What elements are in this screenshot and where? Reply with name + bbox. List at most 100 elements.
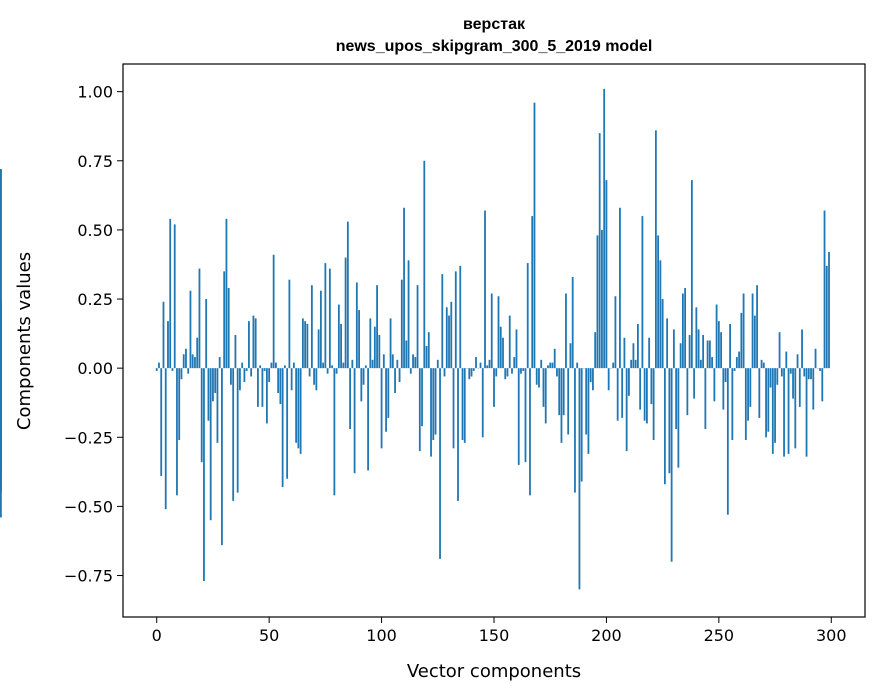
y-tick-label: 0.75 [77, 152, 113, 171]
bar-255 [729, 323, 731, 369]
bar-169 [535, 368, 538, 385]
bar-163 [522, 368, 525, 371]
bar-137 [463, 368, 466, 443]
y-tick-label: 0.50 [77, 221, 113, 240]
bar-112 [407, 260, 410, 369]
bar-86 [349, 368, 351, 429]
bar-213 [634, 359, 637, 369]
bar-268 [758, 368, 761, 418]
bar-undefined [0, 368, 2, 394]
bar-72 [317, 329, 320, 369]
bar-4 [164, 368, 167, 510]
bar-156 [506, 368, 509, 377]
bar-230 [672, 329, 675, 369]
bar-133 [454, 271, 457, 369]
bar-208 [623, 337, 626, 369]
bar-74 [322, 362, 325, 369]
bar-97 [373, 326, 376, 369]
bar-45 [257, 368, 259, 407]
bar-17 [194, 357, 196, 369]
bar-48 [263, 368, 266, 371]
bar-241 [697, 329, 700, 369]
bar-52 [272, 254, 275, 369]
bar-237 [688, 334, 691, 369]
bar-249 [715, 304, 718, 369]
y-axis-label: Components values [14, 252, 35, 430]
bar-229 [670, 368, 673, 562]
bar-146 [484, 210, 486, 369]
bar-217 [643, 368, 646, 421]
bar-44 [254, 318, 257, 369]
bar-64 [299, 368, 302, 454]
bar-214 [637, 323, 639, 369]
bar-207 [621, 368, 624, 418]
bar-187 [576, 362, 579, 369]
x-tick-label: 50 [259, 626, 279, 645]
bar-95 [369, 318, 372, 369]
bar-125 [436, 359, 439, 369]
bar-265 [751, 293, 754, 369]
bar-103 [387, 368, 390, 418]
bar-298 [825, 265, 828, 369]
bar-244 [704, 368, 707, 429]
bar-175 [549, 362, 552, 369]
bar-186 [574, 368, 576, 493]
bar-150 [493, 368, 495, 407]
bar-123 [432, 368, 435, 441]
bar-34 [232, 368, 235, 501]
bar-195 [594, 332, 597, 369]
bar-159 [513, 357, 516, 369]
chart-subtitle: news_upos_skipgram_300_5_2019 model [336, 38, 653, 55]
bar-29 [221, 368, 223, 546]
bar-272 [767, 368, 770, 432]
bar-105 [391, 354, 394, 369]
bar-57 [283, 365, 286, 369]
bar-62 [295, 368, 298, 443]
bar-37 [239, 368, 241, 391]
bar-114 [412, 354, 414, 369]
bar-54 [277, 368, 280, 394]
bar-16 [191, 354, 194, 369]
bar-69 [310, 285, 313, 369]
bar-0 [155, 368, 158, 371]
bar-227 [666, 318, 669, 369]
bar-23 [207, 368, 210, 421]
bar-79 [333, 368, 336, 496]
bar-280 [785, 351, 788, 369]
bar-71 [315, 368, 318, 391]
bar-96 [371, 359, 374, 369]
x-tick-label: 200 [591, 626, 622, 645]
bar-225 [661, 299, 664, 369]
bar-98 [376, 285, 378, 369]
bar-178 [556, 368, 558, 377]
bar-239 [693, 368, 696, 399]
bar-28 [218, 357, 221, 369]
bar-260 [740, 312, 743, 369]
bar-80 [335, 368, 338, 374]
bar-160 [515, 329, 518, 369]
bar-221 [652, 368, 655, 441]
bar-65 [301, 318, 304, 369]
bar-243 [702, 334, 705, 369]
bar-259 [738, 351, 740, 369]
bar-271 [765, 368, 767, 438]
bar-287 [801, 329, 803, 369]
bar-129 [445, 307, 448, 369]
bar-76 [326, 368, 329, 374]
bar-212 [632, 343, 635, 369]
bar-78 [331, 365, 334, 369]
bar-180 [560, 368, 563, 443]
bar-13 [185, 348, 187, 369]
bar-1 [158, 362, 160, 369]
bar-289 [805, 368, 808, 457]
y-tick-label: 0.00 [77, 359, 113, 378]
bar-204 [614, 296, 617, 369]
bar-256 [731, 368, 734, 441]
bar-33 [230, 368, 232, 385]
y-tick-label: −0.25 [64, 428, 113, 447]
bar-6 [169, 218, 172, 369]
bar-121 [427, 332, 430, 369]
bar-274 [771, 368, 774, 454]
bar-203 [612, 362, 615, 369]
